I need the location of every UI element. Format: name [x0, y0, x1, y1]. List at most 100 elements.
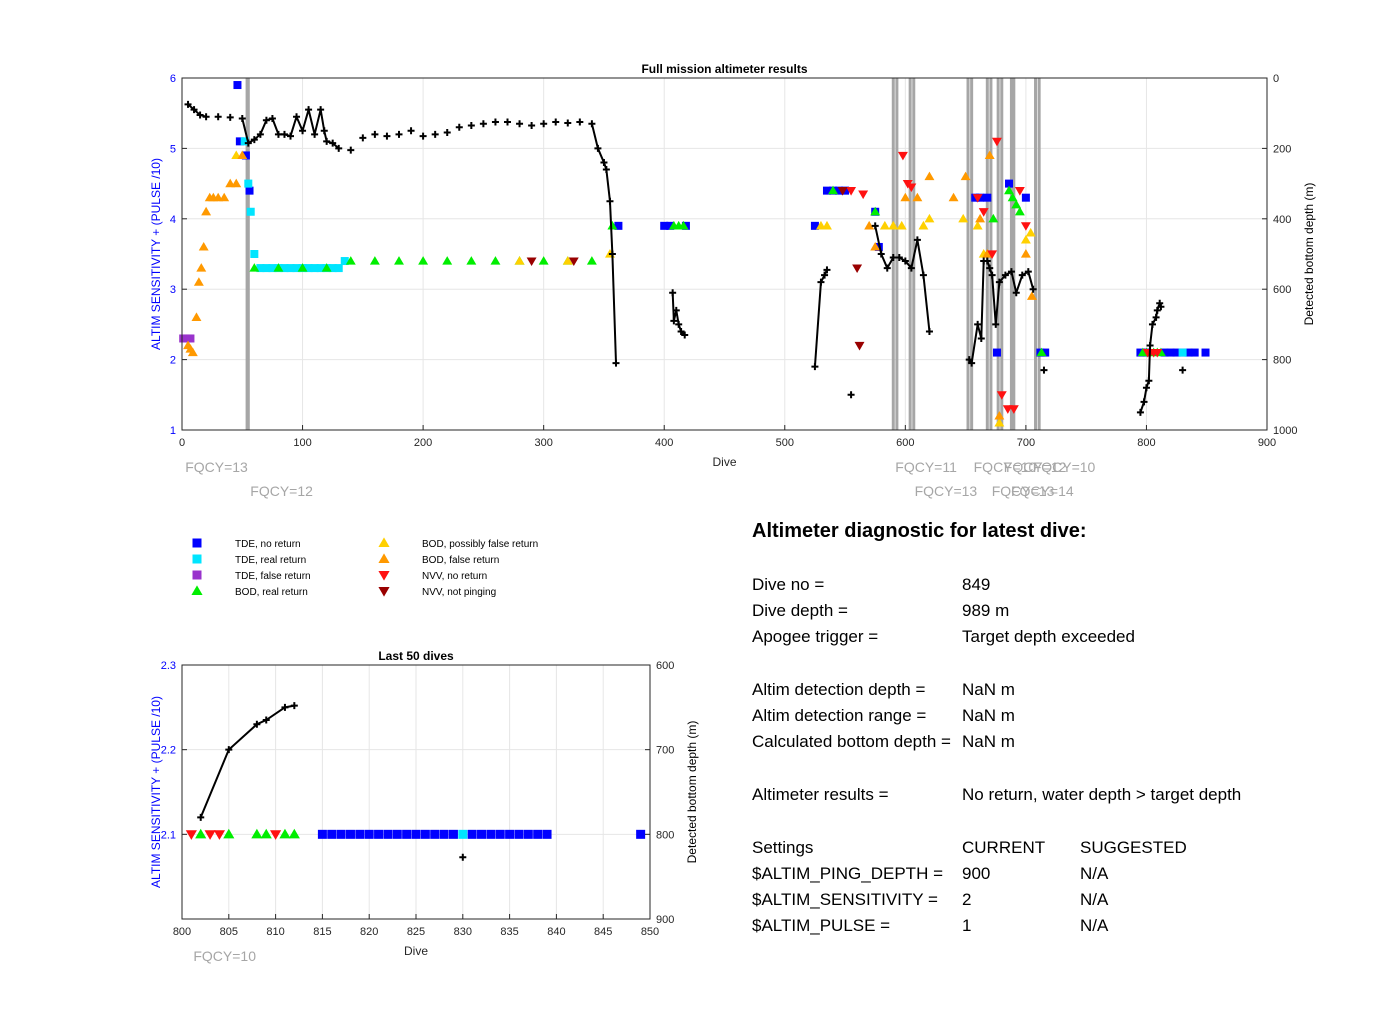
depth-point: [983, 257, 991, 265]
marker-point: [996, 391, 1007, 400]
depth-point: [226, 113, 234, 121]
depth-point: [977, 334, 985, 342]
y2-tick-label: 400: [1273, 214, 1291, 226]
axes-box: [181, 77, 1268, 431]
depth-point: [1040, 366, 1048, 374]
legend-entry: BOD, real return: [191, 585, 308, 598]
marker-point: [223, 828, 235, 839]
marker-point: [636, 829, 646, 839]
marker-point: [355, 829, 365, 839]
depth-point: [1153, 306, 1161, 314]
marker-point: [1172, 348, 1181, 357]
marker-point: [495, 829, 505, 839]
x-tick-label: 700: [1017, 437, 1035, 449]
detect-depth-label: Altim detection depth =: [752, 680, 926, 699]
y2-tick-label: 0: [1273, 73, 1279, 85]
marker-point: [918, 220, 929, 230]
dive-depth-label: Dive depth =: [752, 601, 848, 620]
marker-point: [514, 829, 524, 839]
depth-point: [677, 327, 685, 335]
depth-point: [238, 114, 246, 122]
marker-point: [879, 220, 890, 230]
depth-point: [681, 331, 689, 339]
chart-1: 800 805 810 815 820 825 830 835 840 845 850 2.1 2.2 2…: [149, 649, 699, 964]
marker-point: [490, 256, 501, 265]
marker-point: [1004, 185, 1014, 195]
dive-no-value: 849: [962, 575, 991, 594]
marker-point: [523, 829, 533, 839]
marker-point: [870, 206, 881, 216]
y2-tick-label: 600: [1273, 284, 1291, 296]
y2-axis-label: Detected bottom depth (m): [1302, 183, 1316, 326]
x-tick-label: 850: [641, 926, 659, 938]
marker-point: [846, 187, 857, 196]
depth-point: [883, 264, 891, 272]
series-tde-false-return: [179, 334, 195, 343]
marker-point: [678, 220, 689, 230]
marker-point: [251, 828, 263, 839]
marker-point: [982, 249, 993, 258]
marker-point: [392, 829, 402, 839]
marker-point: [418, 256, 429, 265]
marker-point: [1005, 179, 1014, 188]
x-tick-label: 800: [1137, 437, 1155, 449]
marker-point: [233, 81, 242, 90]
series-nvv-no-return: [185, 830, 282, 840]
marker-point: [987, 250, 998, 259]
marker-point: [960, 171, 971, 181]
marker-point: [1160, 348, 1169, 357]
y2-tick-label: 700: [656, 745, 674, 757]
marker-point: [187, 347, 198, 357]
x-tick-label: 500: [776, 437, 794, 449]
marker-point: [374, 829, 384, 839]
marker-point: [514, 256, 525, 265]
fqcy-label: FQCY=14: [1011, 483, 1074, 499]
series-detected-bottom-depth: [185, 101, 1187, 416]
x-tick-label: 845: [594, 926, 612, 938]
marker-point: [912, 192, 923, 202]
ping-depth-current: 900: [962, 864, 991, 883]
depth-point: [1179, 366, 1187, 374]
marker-point: [900, 192, 911, 202]
fqcy-label: FQCY=13: [915, 483, 978, 499]
depth-point: [359, 134, 367, 142]
marker-point: [958, 213, 969, 223]
fqcy-label: FQCY=10: [193, 948, 256, 964]
sensitivity-suggested: N/A: [1080, 890, 1109, 909]
depth-point: [919, 271, 927, 279]
depth-point: [1157, 303, 1165, 311]
x-axis-label: Dive: [404, 944, 428, 958]
depth-point: [925, 327, 933, 335]
legend-label: BOD, possibly false return: [422, 539, 538, 550]
depth-point: [197, 813, 205, 821]
depth-point: [202, 113, 210, 121]
depth-point: [823, 266, 831, 274]
marker-point: [345, 829, 355, 839]
marker-point: [1008, 405, 1019, 414]
marker-point: [854, 341, 865, 351]
depth-point: [311, 130, 319, 138]
marker-point: [237, 150, 248, 160]
depth-point: [871, 222, 879, 230]
marker-point: [975, 213, 986, 223]
depth-point: [670, 317, 678, 325]
pulse-current: 1: [962, 916, 972, 935]
depth-point: [1007, 268, 1015, 276]
depth-point: [329, 139, 337, 147]
depth-point: [965, 356, 973, 364]
apogee-value: Target depth exceeded: [962, 627, 1135, 646]
depth-point: [606, 197, 614, 205]
marker-point: [268, 264, 277, 273]
depth-point: [901, 257, 909, 265]
depth-point: [184, 100, 192, 108]
marker-point: [1014, 206, 1025, 216]
results-label: Altimeter results =: [752, 785, 889, 804]
marker-point: [458, 829, 468, 839]
marker-point: [897, 151, 908, 161]
marker-point: [186, 334, 195, 343]
marker-point: [448, 829, 458, 839]
depth-point: [889, 254, 897, 262]
marker-point: [439, 829, 449, 839]
marker-point: [1025, 227, 1036, 237]
depth-point: [600, 158, 608, 166]
